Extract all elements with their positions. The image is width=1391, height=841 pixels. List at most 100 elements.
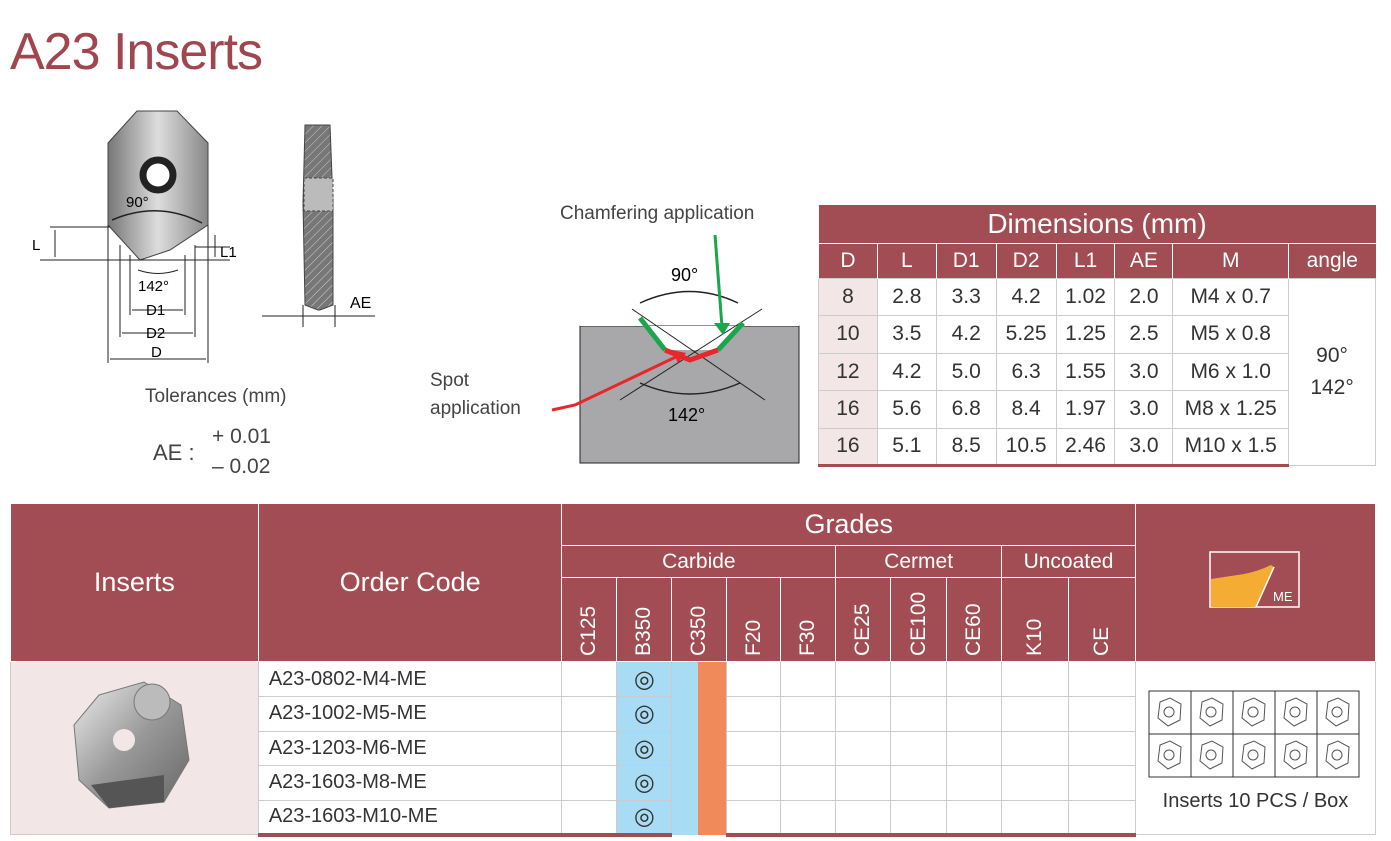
order-row: A23-0802-M4-ME ◎ Inserts 10 PCS / Box (10, 661, 1377, 835)
dimension-cell: 1.55 (1055, 352, 1116, 391)
grade-f20: F20 (726, 577, 782, 662)
col-grades: Grades (561, 503, 1136, 546)
dimension-cell: 12 (818, 352, 878, 391)
col-inserts: Inserts (10, 503, 259, 662)
chipbreaker-me-icon: ME (1209, 551, 1301, 608)
box-label: Inserts 10 PCS / Box (1162, 789, 1349, 812)
drawing-angle-142: 142° (138, 278, 169, 295)
order-code: A23-1603-M8-ME (257, 765, 563, 801)
tolerance-param: AE : (153, 440, 195, 465)
order-code: A23-1203-M6-ME (257, 730, 563, 766)
dimension-cell: 10 (818, 315, 878, 354)
insert-drawing: 90° 142° L L1 D1 D2 D AE (32, 110, 375, 363)
dimension-cell: 4.2 (935, 315, 997, 354)
grade-k10: K10 (1001, 577, 1070, 662)
grade-f30: F30 (780, 577, 837, 662)
dimension-cell: 3.0 (1114, 390, 1174, 429)
chipbreaker-cell: ME (1134, 503, 1377, 662)
dimension-row: 10 3.5 4.2 5.25 1.25 2.5 M5 x 0.8 (818, 315, 1376, 354)
tolerance-plus: + 0.01 (212, 425, 271, 448)
dimension-cell: 5.25 (995, 315, 1057, 354)
svg-text:90°: 90° (671, 265, 698, 285)
svg-text:L1: L1 (220, 244, 237, 261)
dimension-cell: M4 x 0.7 (1172, 277, 1290, 316)
dimension-cell: 6.3 (995, 352, 1057, 391)
grade-mark: ◎ (616, 730, 673, 766)
grades-table: Inserts Order Code Grades ME Carbide Cer… (10, 503, 1377, 837)
dimension-cell: 8 (818, 277, 878, 316)
application-diagram: 90° 142° (551, 234, 800, 464)
dimension-cell: 5.6 (876, 390, 937, 429)
group-uncoated: Uncoated (1001, 545, 1136, 578)
order-code: A23-1002-M5-ME (257, 696, 563, 732)
dimension-cell: 16 (818, 427, 878, 467)
dimension-cell: 1.02 (1055, 277, 1116, 316)
dimension-cell: 3.0 (1114, 352, 1174, 391)
dimension-cell: M8 x 1.25 (1172, 390, 1290, 429)
grade-mark: ◎ (616, 696, 673, 732)
group-carbide: Carbide (561, 545, 837, 578)
svg-text:D: D (151, 344, 162, 361)
svg-text:ME: ME (1273, 589, 1293, 604)
dimension-cell: 8.4 (995, 390, 1057, 429)
dimension-cell: 4.2 (876, 352, 937, 391)
insert-image (73, 681, 190, 809)
grade-mark: ◎ (616, 661, 673, 697)
svg-text:142°: 142° (668, 405, 705, 425)
dimension-cell: 3.0 (1114, 427, 1174, 467)
drawing-angle-90: 90° (126, 194, 149, 211)
grade-ce: CE (1068, 577, 1136, 662)
spot-label-line2: application (430, 398, 521, 419)
spot-label-line1: Spot (430, 370, 470, 391)
svg-text:AE: AE (350, 295, 371, 312)
dimension-cell: 1.25 (1055, 315, 1116, 354)
box-cell: Inserts 10 PCS / Box (1134, 661, 1377, 835)
grade-mark: ◎ (616, 765, 673, 801)
grade-ce100: CE100 (890, 577, 948, 662)
col-order-code: Order Code (257, 503, 563, 662)
grade-b350: B350 (616, 577, 673, 662)
tolerances-title: Tolerances (mm) (145, 386, 287, 407)
tolerance-minus: – 0.02 (212, 455, 271, 478)
dimension-row: 8 2.8 3.3 4.2 1.02 2.0 M4 x 0.7 90° 142° (818, 277, 1376, 466)
svg-text:D1: D1 (146, 302, 165, 319)
order-row: A23-1603-M10-ME ◎ (11, 799, 1376, 837)
dimension-cell: 2.8 (876, 277, 937, 316)
dimension-cell: 6.8 (935, 390, 997, 429)
svg-text:L: L (32, 237, 40, 254)
grade-mark: ◎ (616, 799, 673, 837)
page-title: A23 Inserts (10, 23, 263, 81)
dimension-row: 16 5.1 8.5 10.5 2.46 3.0 M10 x 1.5 (818, 427, 1376, 467)
order-code: A23-0802-M4-ME (257, 661, 563, 697)
chamfering-label: Chamfering application (560, 203, 755, 224)
order-row: A23-1203-M6-ME ◎ (11, 730, 1376, 766)
dimension-cell: M10 x 1.5 (1172, 427, 1290, 467)
svg-text:D2: D2 (146, 325, 165, 342)
dimensions-table: Dimensions (mm) D L D1 D2 L1 AE M angle … (818, 205, 1376, 467)
dimension-cell: 1.97 (1055, 390, 1116, 429)
grade-c350: C350 (671, 577, 728, 662)
dimension-cell: 2.0 (1114, 277, 1174, 316)
dimension-cell: 16 (818, 390, 878, 429)
order-row: A23-1002-M5-ME ◎ (11, 696, 1376, 732)
group-cermet: Cermet (835, 545, 1003, 578)
dimension-cell: 2.46 (1055, 427, 1116, 467)
dimension-cell: 5.1 (876, 427, 937, 467)
dimension-cell: 5.0 (935, 352, 997, 391)
order-row: A23-1603-M8-ME ◎ (11, 765, 1376, 801)
dimension-row: 12 4.2 5.0 6.3 1.55 3.0 M6 x 1.0 (818, 352, 1376, 391)
dimensions-title: Dimensions (mm) (818, 205, 1376, 243)
grade-ce60: CE60 (946, 577, 1003, 662)
dimension-cell: 10.5 (995, 427, 1057, 467)
insert-box-icon (1148, 690, 1360, 777)
order-code: A23-1603-M10-ME (257, 799, 563, 837)
dimension-cell: 3.3 (935, 277, 997, 316)
dimension-cell: 2.5 (1114, 315, 1174, 354)
angle-cell: 90° 142° (1288, 277, 1376, 466)
grade-c125: C125 (561, 577, 618, 662)
dimension-cell: 3.5 (876, 315, 937, 354)
insert-photo (10, 661, 259, 835)
dimension-cell: 4.2 (995, 277, 1057, 316)
dimension-cell: 8.5 (935, 427, 997, 467)
grade-ce25: CE25 (835, 577, 892, 662)
